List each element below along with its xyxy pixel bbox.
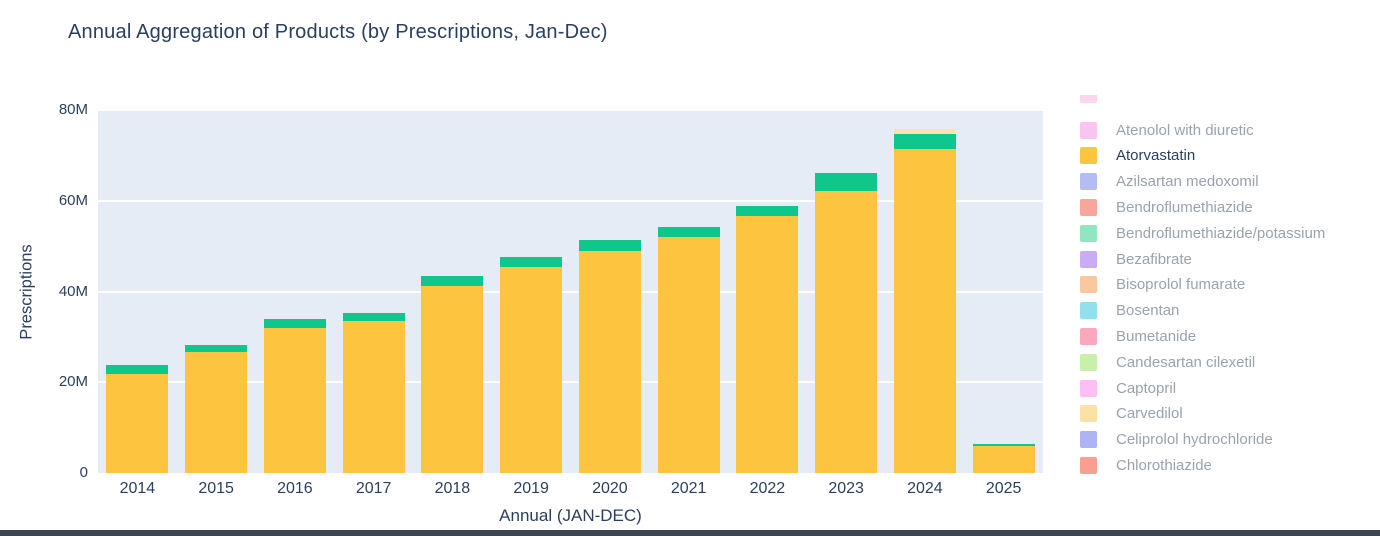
legend-item-label[interactable]: Bumetanide: [1116, 327, 1197, 345]
y-tick-label: 40M: [58, 282, 88, 300]
x-tick-label-2018: 2018: [434, 480, 471, 497]
x-tick-label-2019: 2019: [513, 480, 549, 497]
legend-swatch-icon[interactable]: [1080, 121, 1097, 139]
x-tick-label-2021: 2021: [670, 480, 707, 497]
bar-segment-2025[interactable]: [972, 446, 1035, 473]
legend-swatch-icon[interactable]: [1080, 198, 1097, 216]
x-tick-label-2025: 2025: [985, 480, 1022, 497]
page-title: Annual Aggregation of Products (by Presc…: [68, 21, 608, 43]
legend-swatch-icon[interactable]: [1080, 431, 1097, 449]
legend-item[interactable]: Azilsartan medoxomil: [1080, 173, 1380, 191]
x-tick-label-2022: 2022: [749, 480, 786, 497]
legend-swatch-icon[interactable]: [1080, 456, 1097, 474]
legend-item[interactable]: Captopril: [1080, 379, 1380, 397]
x-tick-label-2023: 2023: [828, 480, 864, 497]
y-tick-label: 0: [79, 464, 88, 481]
plot-area: [98, 109, 1043, 473]
legend-swatch-icon[interactable]: [1080, 224, 1097, 242]
bar-segment-2022[interactable]: [736, 215, 799, 473]
legend-item[interactable]: Candesartan cilexetil: [1080, 353, 1380, 371]
legend-item-label[interactable]: Carvedilol: [1116, 405, 1183, 423]
bar-segment-2020[interactable]: [578, 239, 641, 251]
legend-item-label[interactable]: Captopril: [1116, 379, 1177, 397]
legend-item[interactable]: Celiprolol hydrochloride: [1080, 431, 1380, 449]
legend-swatch-icon[interactable]: [1080, 147, 1097, 165]
bar-segment-2015[interactable]: [185, 351, 248, 473]
bar-segment-2025[interactable]: [972, 443, 1035, 447]
bar-segment-2017[interactable]: [342, 312, 405, 321]
legend-item[interactable]: Bosentan: [1080, 302, 1380, 320]
x-tick-label-2024: 2024: [907, 480, 943, 497]
legend-swatch-icon[interactable]: [1080, 302, 1097, 320]
legend-swatch-icon[interactable]: [1080, 173, 1097, 191]
y-tick-label: 20M: [58, 373, 88, 391]
x-axis-title: Annual (JAN-DEC): [499, 506, 642, 525]
bar-segment-2023[interactable]: [815, 190, 878, 473]
legend-item[interactable]: Atorvastatin: [1080, 147, 1380, 165]
legend-item[interactable]: Carvedilol: [1080, 405, 1380, 423]
legend-item[interactable]: Chlorothiazide: [1080, 456, 1380, 474]
bar-segment-2020[interactable]: [578, 250, 641, 473]
legend-item-label[interactable]: Bezafibrate: [1116, 250, 1192, 268]
legend-item-label[interactable]: Candesartan cilexetil: [1116, 353, 1256, 371]
bar-segment-2024[interactable]: [893, 149, 956, 473]
x-tick-label-2014: 2014: [119, 480, 156, 497]
x-tick-label-2020: 2020: [592, 480, 628, 497]
legend: Atenolol with diuretic Atorvastatin Azilsa…: [1080, 95, 1380, 480]
legend-item[interactable]: Bisoprolol fumarate: [1080, 276, 1380, 294]
bar-segment-2016[interactable]: [263, 319, 326, 328]
bar-segment-2023[interactable]: [815, 172, 878, 191]
legend-item[interactable]: Bendroflumethiazide: [1080, 198, 1380, 216]
legend-item-label[interactable]: Celiprolol hydrochloride: [1116, 431, 1273, 449]
bar-segment-2014[interactable]: [106, 365, 169, 374]
bar-segment-2024[interactable]: [893, 129, 956, 134]
legend-partial-swatch[interactable]: [1080, 95, 1097, 103]
legend-item-label[interactable]: Bisoprolol fumarate: [1116, 276, 1246, 294]
bottom-edge-bar: [0, 530, 1380, 536]
bar-segment-2024[interactable]: [893, 133, 956, 150]
legend-swatch-icon[interactable]: [1080, 327, 1097, 345]
legend-swatch-icon[interactable]: [1080, 250, 1097, 268]
gridline-80M: [98, 109, 1043, 111]
bar-segment-2017[interactable]: [342, 320, 405, 473]
legend-item-label[interactable]: Atenolol with diuretic: [1116, 121, 1254, 139]
bar-segment-2014[interactable]: [106, 373, 169, 473]
legend-item[interactable]: Bendroflumethiazide/potassium: [1080, 224, 1380, 242]
y-tick-label: 80M: [58, 101, 88, 118]
bar-segment-2019[interactable]: [500, 257, 563, 267]
bar-segment-2019[interactable]: [500, 266, 563, 473]
legend-swatch-icon[interactable]: [1080, 379, 1097, 397]
bar-segment-2022[interactable]: [736, 205, 799, 216]
legend-item-label[interactable]: Azilsartan medoxomil: [1116, 173, 1259, 191]
legend-item[interactable]: Bezafibrate: [1080, 250, 1380, 268]
legend-swatch-icon[interactable]: [1080, 276, 1097, 294]
bar-segment-2015[interactable]: [185, 345, 248, 352]
bar-segment-2021[interactable]: [657, 227, 720, 237]
legend-item[interactable]: Bumetanide: [1080, 327, 1380, 345]
x-tick-label-2016: 2016: [277, 480, 313, 497]
legend-swatch-icon[interactable]: [1080, 405, 1097, 423]
legend-item-label[interactable]: Chlorothiazide: [1116, 456, 1212, 474]
legend-item[interactable]: Atenolol with diuretic: [1080, 121, 1380, 139]
legend-swatch-icon[interactable]: [1080, 353, 1097, 371]
legend-item-label[interactable]: Atorvastatin: [1116, 147, 1196, 165]
legend-item-label[interactable]: Bendroflumethiazide: [1116, 198, 1253, 216]
legend-item-label[interactable]: Bendroflumethiazide/potassium: [1116, 224, 1326, 242]
bar-segment-2018[interactable]: [421, 275, 484, 286]
x-tick-label-2015: 2015: [198, 480, 234, 497]
bar-segment-2016[interactable]: [263, 327, 326, 473]
x-tick-label-2017: 2017: [355, 480, 392, 497]
legend-item-label[interactable]: Bosentan: [1116, 302, 1180, 320]
bar-segment-2021[interactable]: [657, 236, 720, 473]
y-tick-label: 60M: [58, 191, 88, 209]
bar-segment-2018[interactable]: [421, 285, 484, 473]
